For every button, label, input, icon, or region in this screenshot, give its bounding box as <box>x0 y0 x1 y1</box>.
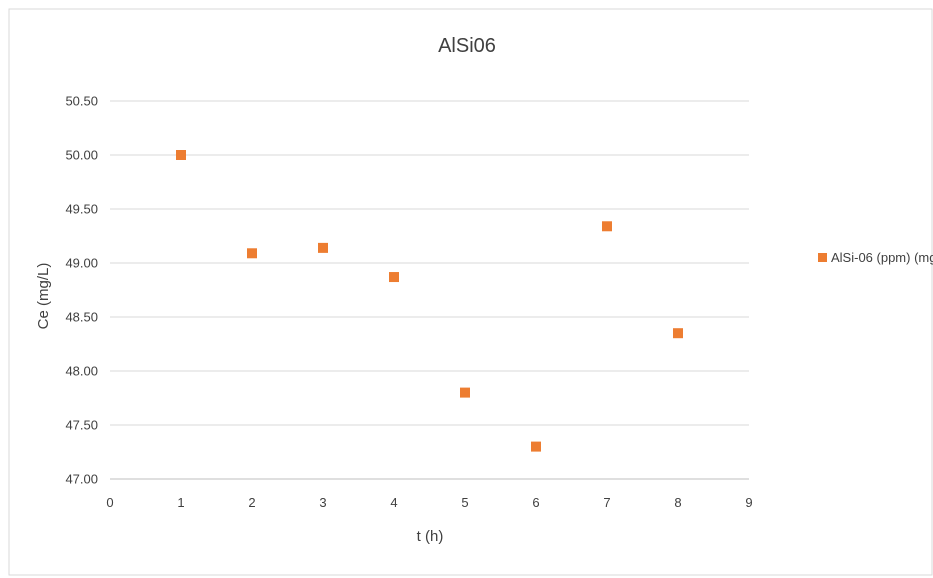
x-tick-label: 6 <box>532 495 539 510</box>
y-tick-labels: 47.00 47.50 48.00 48.50 49.00 49.50 50.00 50.50 <box>65 94 98 487</box>
data-point <box>460 387 470 398</box>
y-axis-title: Ce (mg/L) <box>35 263 52 330</box>
data-point <box>247 248 257 259</box>
y-tick-label: 47.00 <box>65 472 98 487</box>
x-tick-label: 3 <box>319 495 326 510</box>
x-tick-labels: 0 1 2 3 4 5 6 7 8 9 <box>106 495 752 510</box>
x-tick-label: 9 <box>745 495 752 510</box>
data-point <box>673 328 683 339</box>
x-tick-label: 5 <box>461 495 468 510</box>
data-point <box>176 150 186 160</box>
x-tick-label: 4 <box>390 495 397 510</box>
y-tick-label: 47.50 <box>65 418 98 433</box>
x-axis-title: t (h) <box>417 528 444 545</box>
data-point <box>602 221 612 232</box>
data-point <box>318 242 328 253</box>
chart-title: AlSi06 <box>438 35 496 57</box>
x-tick-label: 7 <box>603 495 610 510</box>
x-tick-label: 0 <box>106 495 113 510</box>
x-tick-label: 2 <box>248 495 255 510</box>
legend: AlSi-06 (ppm) (mg/L) <box>818 250 933 265</box>
grid-lines <box>110 100 749 480</box>
y-tick-label: 48.00 <box>65 364 98 379</box>
y-tick-label: 50.50 <box>65 94 98 109</box>
y-tick-label: 48.50 <box>65 310 98 325</box>
y-tick-label: 49.00 <box>65 256 98 271</box>
data-points <box>176 150 683 452</box>
legend-label: AlSi-06 (ppm) (mg/L) <box>831 250 933 265</box>
chart-border <box>8 8 933 576</box>
x-tick-label: 1 <box>177 495 184 510</box>
legend-swatch <box>818 253 827 262</box>
data-point <box>531 441 541 452</box>
y-tick-label: 50.00 <box>65 148 98 163</box>
data-point <box>389 272 399 283</box>
x-tick-label: 8 <box>674 495 681 510</box>
y-tick-label: 49.50 <box>65 202 98 217</box>
